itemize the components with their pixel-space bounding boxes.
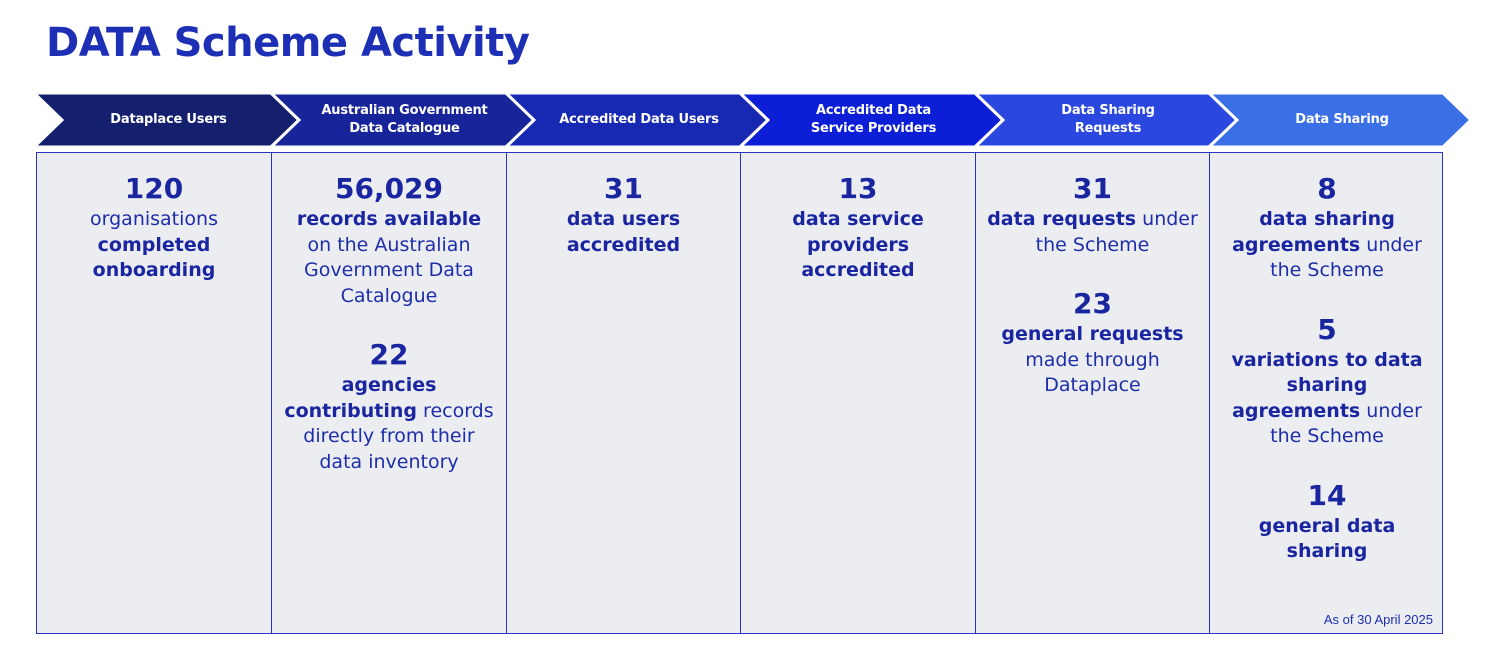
stat-number: 22 — [369, 338, 409, 371]
stat-description: data sharing agreements under the Scheme — [1210, 207, 1444, 284]
stage-label-2: Australian Government Data Catalogue — [321, 103, 488, 136]
stat-description-text: made through Dataplace — [1025, 348, 1160, 397]
stat-number: 120 — [124, 172, 184, 205]
stat-description-bold: completed onboarding — [92, 233, 216, 282]
stat-description: data users accredited — [507, 207, 740, 258]
stage-column-3: 31 data users accredited — [507, 153, 741, 633]
stat-description-bold: general requests — [1001, 323, 1184, 345]
stat-number: 56,029 — [334, 172, 444, 205]
stat-description-bold: records available — [296, 208, 482, 230]
stat-block: 13 data service providers accredited — [741, 171, 975, 284]
stat-description: agencies contributing records directly f… — [272, 373, 506, 475]
stat-number: 13 — [838, 172, 878, 205]
stat-description: organisations completed onboarding — [37, 207, 271, 284]
stat-description-bold: data sharing agreements — [1232, 208, 1395, 256]
as-of-date: As of 30 April 2025 — [1323, 612, 1433, 627]
stage-label-6: Data Sharing — [1295, 112, 1389, 127]
stat-block: 8 data sharing agreements under the Schem… — [1210, 171, 1444, 284]
stat-block: 5 variations to data sharing agreements u… — [1210, 312, 1444, 450]
stat-block: 120 organisations completed onboarding — [37, 171, 271, 284]
stat-description-bold: data service providers accredited — [792, 208, 924, 281]
stat-number: 8 — [1317, 172, 1337, 205]
stage-label-4: Accredited Data Service Providers — [810, 103, 937, 136]
stage-column-4: 13 data service providers accredited — [741, 153, 976, 633]
stat-description: variations to data sharing agreements un… — [1210, 348, 1444, 450]
stage-column-1: 120 organisations completed onboarding — [37, 153, 272, 633]
stat-description: general data sharing — [1210, 514, 1444, 565]
page-title: DATA Scheme Activity — [46, 20, 530, 66]
stat-number: 14 — [1307, 478, 1347, 512]
stat-description-text: under the Scheme — [1035, 208, 1198, 256]
stat-number: 31 — [1073, 172, 1112, 205]
stage-label-5: Data Sharing Requests — [1061, 103, 1155, 136]
stat-number: 31 — [604, 172, 643, 205]
stat-description-bold: variations to data sharing agreements — [1231, 348, 1423, 422]
stat-description: general requests made through Dataplace — [976, 322, 1209, 399]
stat-description: data service providers accredited — [741, 207, 975, 284]
stat-block: 56,029 records available on the Australia… — [272, 171, 506, 309]
stat-description-text: organisations — [90, 208, 218, 230]
stat-block: 23 general requests made through Dataplac… — [976, 286, 1209, 399]
stat-description-bold: general data sharing — [1258, 514, 1396, 563]
stat-description-text: records directly from their data invento… — [303, 399, 494, 473]
stage-column-5: 31 data requests under the Scheme 23 genera… — [976, 153, 1210, 633]
stage-label-1: Dataplace Users — [110, 112, 227, 127]
stat-block: 31 data users accredited — [507, 171, 740, 258]
stat-number: 5 — [1317, 312, 1337, 346]
stat-description-text: under the Scheme — [1270, 233, 1422, 282]
stat-description-text: under the Scheme — [1270, 399, 1422, 448]
stat-description-bold: data requests — [987, 208, 1137, 230]
stat-block: 31 data requests under the Scheme — [976, 171, 1209, 258]
stat-description-text: on the Australian Government Data Catalo… — [304, 233, 474, 307]
stage-column-6: 8 data sharing agreements under the Schem… — [1210, 153, 1444, 633]
stat-description-bold: data users accredited — [566, 208, 681, 256]
stat-description: data requests under the Scheme — [976, 207, 1209, 258]
stage-label-3: Accredited Data Users — [559, 112, 719, 127]
stage-column-2: 56,029 records available on the Australia… — [272, 153, 507, 633]
stat-block: 22 agencies contributing records directly… — [272, 337, 506, 475]
stat-description-bold: agencies contributing — [284, 374, 437, 422]
activity-panel: 120 organisations completed onboarding 56,… — [36, 152, 1443, 634]
stat-block: 14 general data sharing — [1210, 478, 1444, 565]
stat-number: 23 — [1073, 287, 1112, 320]
stat-description: records available on the Australian Gove… — [272, 207, 506, 309]
